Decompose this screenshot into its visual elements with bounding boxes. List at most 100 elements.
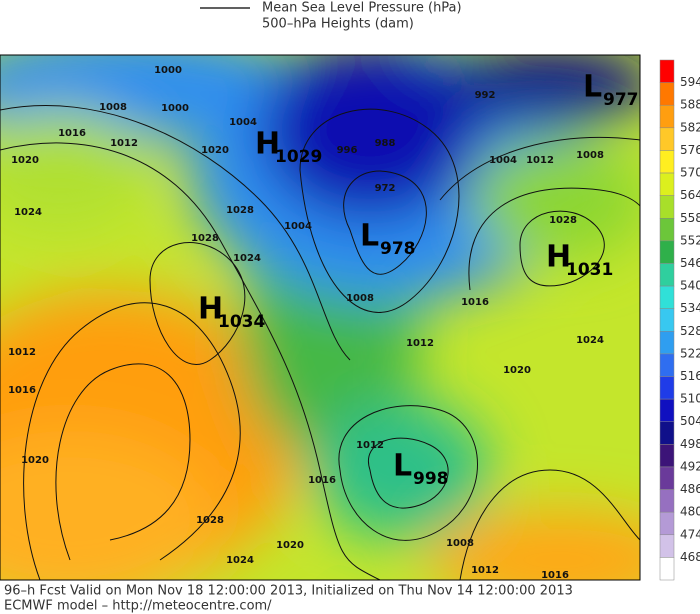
colorbar-cell [659,376,675,400]
center-letter: H [546,240,571,275]
isobar-label: 1012 [110,138,138,149]
isobar-label: 1008 [576,150,604,161]
colorbar-cell [659,308,675,332]
isobar-label: 1012 [406,338,434,349]
colorbar-label: 540 [680,279,700,293]
footer-valid: 96–h Fcst Valid on Mon Nov 18 12:00:00 2… [4,584,573,599]
isobar-label: 1012 [526,155,554,166]
colorbar-cell [659,240,675,264]
colorbar-label: 576 [680,143,700,157]
isobar-label: 1024 [226,555,254,566]
isobar-label: 972 [375,183,396,194]
isobar-label: 1004 [489,155,517,166]
isobar-label: 1016 [308,475,336,486]
isobar-label: 1020 [503,365,531,376]
center-letter: L [393,449,412,484]
colorbar-label: 516 [680,369,700,383]
isobar-label: 1000 [154,65,182,76]
isobar-label: 1024 [14,207,42,218]
colorbar-cell [659,353,675,377]
center-value: 1029 [275,147,322,167]
colorbar-cell [659,172,675,196]
colorbar-label: 480 [680,505,700,519]
colorbar-label: 558 [680,211,700,225]
colorbar-cell [659,150,675,174]
colorbar-label: 504 [680,414,700,428]
colorbar-label: 582 [680,120,700,134]
isobar-label: 1016 [541,570,569,581]
isobar-label: 1016 [461,297,489,308]
isobar-label: 988 [375,138,396,149]
isobar-label: 1004 [284,221,312,232]
colorbar-label: 468 [680,550,700,564]
isobar-label: 1012 [471,565,499,576]
colorbar-label: 522 [680,346,700,360]
colorbar-cell [659,557,675,581]
colorbar-label: 486 [680,482,700,496]
colorbar-label: 564 [680,188,700,202]
colorbar-cell [659,466,675,490]
colorbar-cell [659,218,675,242]
colorbar-label: 528 [680,324,700,338]
isobar-label: 1016 [58,128,86,139]
colorbar-cell [659,421,675,445]
colorbar-label: 474 [680,527,700,541]
center-value: 977 [603,90,639,110]
colorbar-label: 534 [680,301,700,315]
colorbar-label: 546 [680,256,700,270]
colorbar-label: 588 [680,98,700,112]
isobar-label: 1000 [161,103,189,114]
center-value: 1034 [218,312,265,332]
colorbar-label: 552 [680,233,700,247]
center-letter: H [255,127,280,162]
colorbar-cell [659,331,675,355]
colorbar-cell [659,489,675,513]
colorbar-cell [659,104,675,129]
isobar-label: 1008 [446,538,474,549]
isobar-label: 992 [475,90,496,101]
colorbar-label: 498 [680,437,700,451]
isobar-label: 1028 [191,233,219,244]
colorbar-cell [659,195,675,219]
colorbar-cell [659,534,675,558]
colorbar-cell [659,127,675,151]
isobar-label: 996 [337,145,358,156]
isobars [0,105,640,580]
isobar-label: 1020 [11,155,39,166]
isobar-label: 1028 [196,515,224,526]
isobar-label: 1020 [276,540,304,551]
colorbar-cell [659,59,675,83]
isobar-labels: 1000 1008 1000 1004 1016 1012 1020 1020 1024 1028… [8,65,604,581]
isobar-label: 1012 [356,440,384,451]
colorbar-label: 594 [680,75,700,89]
isobar-label: 1012 [8,347,36,358]
center-letter: H [198,292,223,327]
center-value: 1031 [566,260,613,280]
map-area [0,55,640,580]
isobar-label: 1028 [226,205,254,216]
map-frame [0,54,641,581]
legend-mslp: Mean Sea Level Pressure (hPa) [262,1,462,16]
colorbar-cell [659,398,675,422]
colorbar-label: 510 [680,392,700,406]
colorbar: 594 588 582 576 570 564 558 552 546 540 534 528 522 5… [659,59,700,581]
isobar-label: 1024 [233,253,261,264]
center-value: 978 [380,239,416,259]
isobar-label: 1020 [21,455,49,466]
isobar-label: 1020 [201,145,229,156]
legend-heights: 500–hPa Heights (dam) [262,17,414,32]
colorbar-label: 492 [680,459,700,473]
isobar-label: 1008 [99,102,127,113]
colorbar-cell [659,511,675,536]
colorbar-label: 570 [680,166,700,180]
isobar-label: 1028 [549,215,577,226]
center-value: 998 [413,469,449,489]
colorbar-cell [659,285,675,309]
isobar-label: 1016 [8,385,36,396]
footer-source: ECMWF model – http://meteocentre.com/ [4,599,272,614]
center-letter: L [360,219,379,254]
isobar-label: 1008 [346,293,374,304]
colorbar-cell [659,82,675,106]
